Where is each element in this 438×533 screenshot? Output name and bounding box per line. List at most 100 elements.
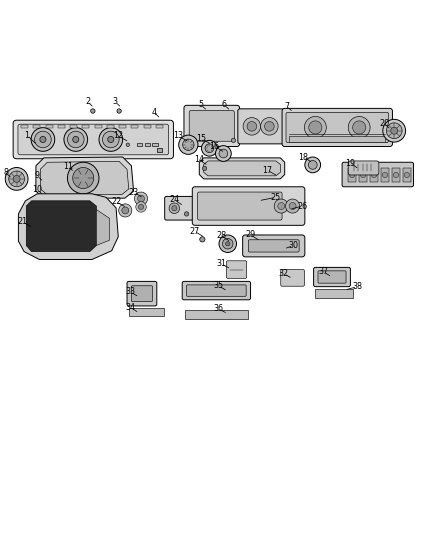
Text: 24: 24 <box>169 196 180 205</box>
Bar <box>185 310 248 319</box>
Polygon shape <box>36 157 134 198</box>
Text: 36: 36 <box>213 304 223 313</box>
Text: 5: 5 <box>198 100 204 109</box>
Circle shape <box>9 171 25 187</box>
FancyBboxPatch shape <box>127 281 157 306</box>
Circle shape <box>215 146 231 161</box>
Text: 10: 10 <box>32 185 42 194</box>
Text: 33: 33 <box>126 287 135 296</box>
Bar <box>144 125 151 128</box>
Text: 35: 35 <box>213 281 223 290</box>
Circle shape <box>286 199 300 213</box>
Circle shape <box>64 128 88 151</box>
Text: 3: 3 <box>113 98 118 106</box>
Text: 25: 25 <box>271 193 281 202</box>
Bar <box>152 143 158 147</box>
Text: 4: 4 <box>152 108 157 117</box>
Circle shape <box>184 212 189 216</box>
Circle shape <box>205 144 214 152</box>
Text: 22: 22 <box>111 197 121 206</box>
Text: 17: 17 <box>262 166 272 175</box>
Circle shape <box>41 180 47 187</box>
Bar <box>58 125 65 128</box>
Text: 8: 8 <box>3 168 8 177</box>
Polygon shape <box>199 158 285 179</box>
Circle shape <box>136 201 146 212</box>
Circle shape <box>247 122 257 131</box>
Bar <box>131 125 138 128</box>
Text: 6: 6 <box>222 100 227 109</box>
FancyBboxPatch shape <box>198 192 282 220</box>
Bar <box>21 125 28 128</box>
Circle shape <box>348 117 370 139</box>
Circle shape <box>201 140 217 156</box>
Circle shape <box>261 118 278 135</box>
Circle shape <box>383 119 406 142</box>
Circle shape <box>5 167 28 190</box>
Circle shape <box>73 167 94 189</box>
Circle shape <box>108 136 114 142</box>
Text: 27: 27 <box>190 227 200 236</box>
Text: 28: 28 <box>216 231 226 240</box>
FancyBboxPatch shape <box>192 187 305 225</box>
FancyBboxPatch shape <box>18 124 169 155</box>
Text: 23: 23 <box>128 188 139 197</box>
Circle shape <box>274 199 288 213</box>
Circle shape <box>382 172 388 177</box>
FancyBboxPatch shape <box>165 197 195 220</box>
FancyBboxPatch shape <box>342 162 413 187</box>
FancyBboxPatch shape <box>281 270 304 286</box>
Circle shape <box>309 121 322 134</box>
Circle shape <box>138 195 145 202</box>
Circle shape <box>126 143 130 147</box>
Circle shape <box>40 136 46 142</box>
Circle shape <box>391 127 398 134</box>
Bar <box>381 168 389 182</box>
Circle shape <box>371 172 377 177</box>
Circle shape <box>134 192 148 205</box>
Bar <box>107 125 114 128</box>
FancyBboxPatch shape <box>248 240 299 252</box>
Circle shape <box>200 237 205 242</box>
FancyBboxPatch shape <box>13 120 173 159</box>
Text: 19: 19 <box>345 159 356 168</box>
Bar <box>137 143 142 147</box>
Circle shape <box>254 240 259 246</box>
Text: 29: 29 <box>245 230 256 239</box>
Circle shape <box>360 172 366 177</box>
FancyBboxPatch shape <box>318 271 346 283</box>
Text: 15: 15 <box>196 134 207 143</box>
Text: 16: 16 <box>210 142 219 151</box>
Circle shape <box>304 117 326 139</box>
Circle shape <box>226 241 230 246</box>
Text: 18: 18 <box>299 152 308 161</box>
Circle shape <box>179 135 198 155</box>
Circle shape <box>219 235 237 253</box>
Circle shape <box>122 207 129 214</box>
Bar <box>70 125 77 128</box>
Bar <box>289 136 385 142</box>
Bar <box>359 168 367 182</box>
Text: 30: 30 <box>289 241 298 250</box>
FancyBboxPatch shape <box>184 106 240 147</box>
Circle shape <box>350 172 355 177</box>
Circle shape <box>91 109 95 113</box>
Circle shape <box>278 203 285 209</box>
FancyBboxPatch shape <box>131 286 152 302</box>
Circle shape <box>393 172 399 177</box>
Bar <box>82 125 89 128</box>
FancyBboxPatch shape <box>348 161 379 175</box>
Text: 34: 34 <box>126 303 135 312</box>
FancyBboxPatch shape <box>182 281 251 300</box>
FancyBboxPatch shape <box>226 261 247 278</box>
Bar <box>403 168 411 182</box>
FancyBboxPatch shape <box>187 285 246 296</box>
Circle shape <box>117 109 121 113</box>
Text: 21: 21 <box>18 217 28 227</box>
Text: 11: 11 <box>63 161 73 171</box>
Text: 2: 2 <box>85 98 90 106</box>
FancyBboxPatch shape <box>282 108 392 147</box>
Polygon shape <box>204 161 280 176</box>
FancyBboxPatch shape <box>189 110 234 141</box>
Circle shape <box>138 204 144 209</box>
